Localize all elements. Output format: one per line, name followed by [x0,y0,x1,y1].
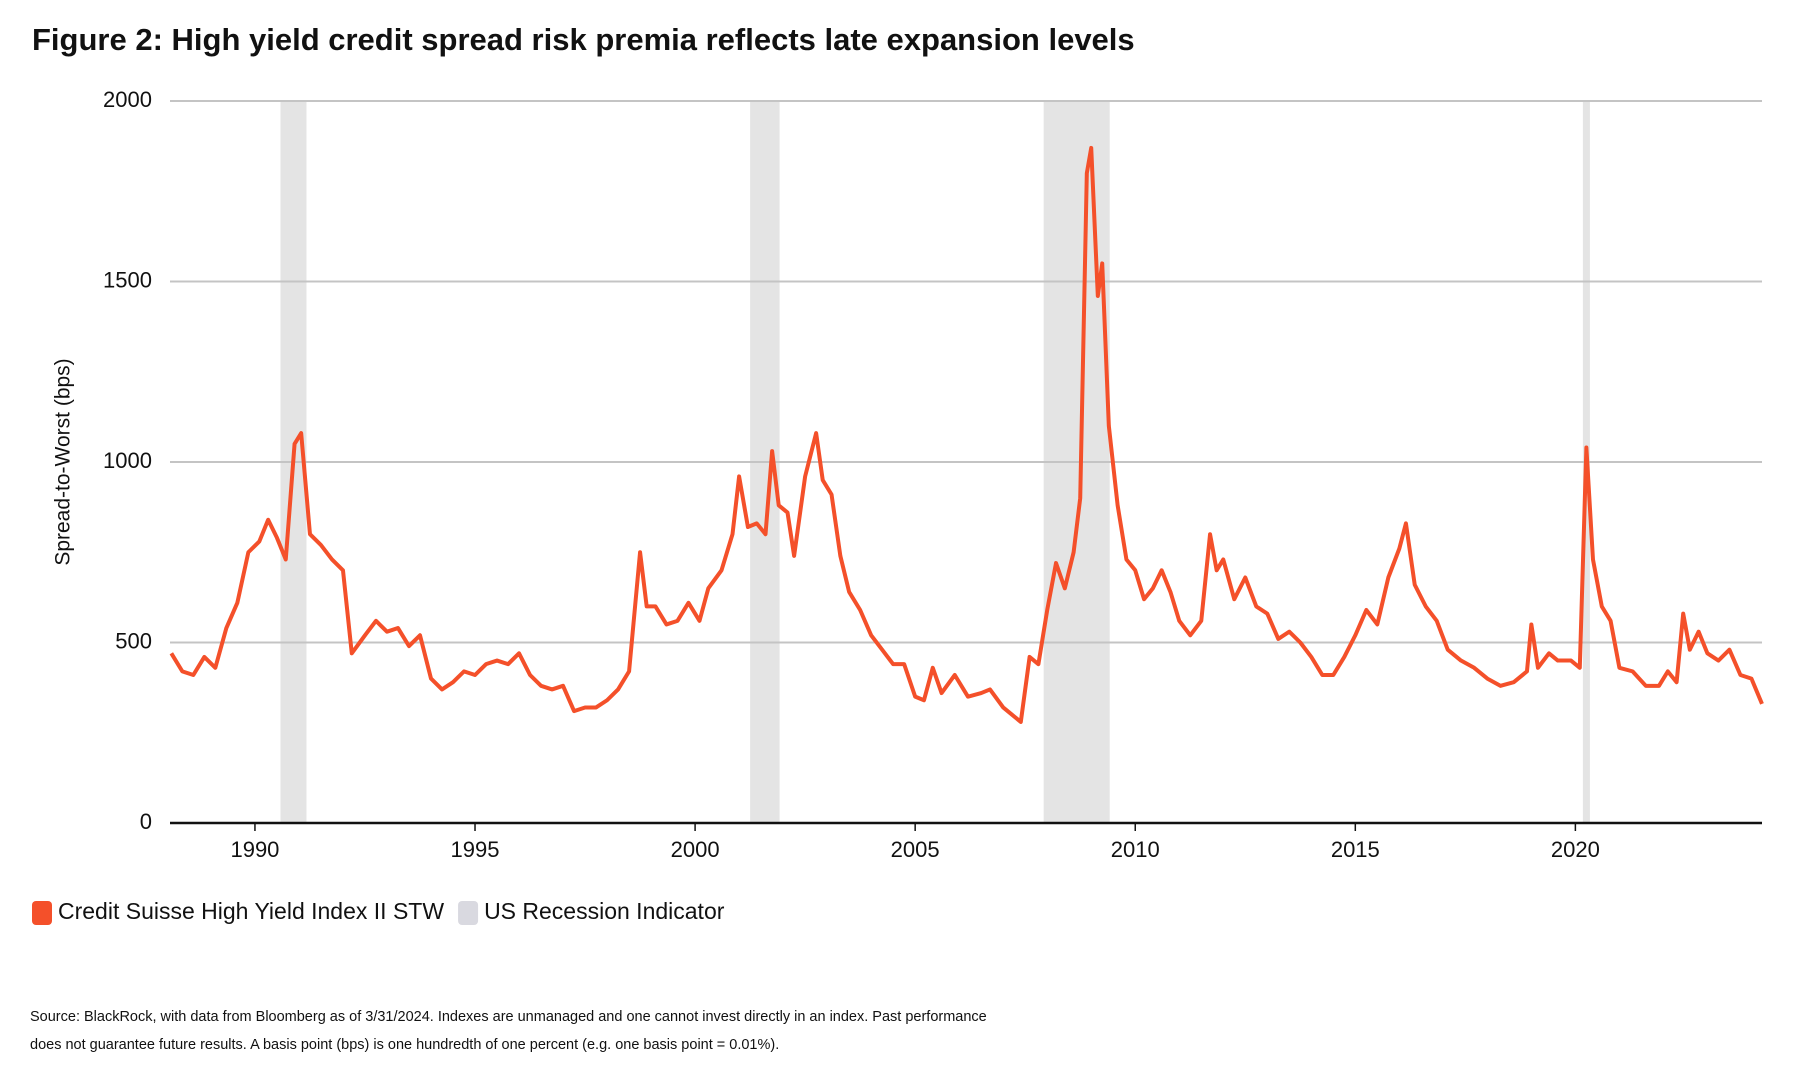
x-tick-label: 2020 [1551,837,1600,862]
footnote: does not guarantee future results. A bas… [30,1037,779,1053]
y-axis-label: Spread-to-Worst (bps) [52,358,75,565]
y-tick-label: 1500 [103,267,152,292]
x-tick-label: 1995 [451,837,500,862]
x-tick-label: 2015 [1331,837,1380,862]
series-line [169,145,1764,724]
chart-title: Figure 2: High yield credit spread risk … [32,22,1135,57]
x-tick-label: 1990 [230,837,279,862]
y-tick-label: 500 [115,628,152,653]
x-tick-label: 2000 [671,837,720,862]
legend-swatch [458,901,479,925]
x-tick-label: 2005 [891,837,940,862]
footnote: Source: BlackRock, with data from Bloomb… [30,1009,987,1025]
y-tick-label: 0 [140,809,152,834]
y-tick-label: 1000 [103,448,152,473]
y-tick-label: 2000 [103,87,152,112]
legend-label: US Recession Indicator [484,898,725,924]
x-tick-label: 2010 [1111,837,1160,862]
legend-label: Credit Suisse High Yield Index II STW [58,898,444,924]
legend-swatch [32,901,52,925]
